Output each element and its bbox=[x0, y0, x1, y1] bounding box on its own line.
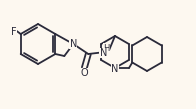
Text: N: N bbox=[70, 39, 77, 49]
Text: N: N bbox=[100, 48, 107, 58]
Text: H: H bbox=[103, 43, 110, 53]
Text: O: O bbox=[81, 68, 88, 78]
Text: F: F bbox=[11, 27, 16, 37]
Text: N: N bbox=[111, 64, 119, 74]
